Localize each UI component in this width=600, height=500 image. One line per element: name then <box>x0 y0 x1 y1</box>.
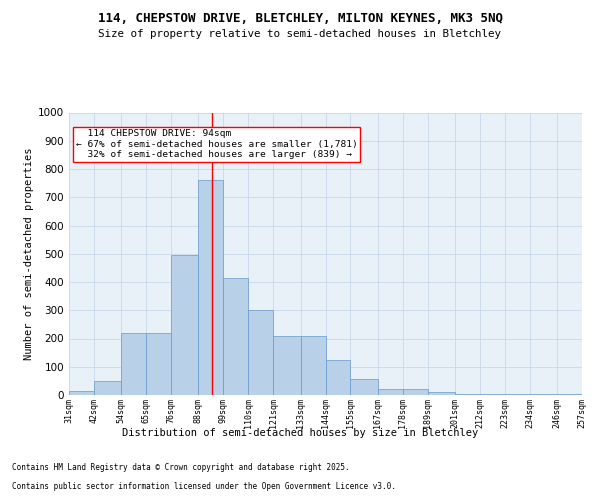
Bar <box>505 394 530 395</box>
Bar <box>480 394 505 395</box>
Bar <box>350 380 378 395</box>
Bar <box>273 336 301 395</box>
Bar <box>146 333 171 395</box>
Bar <box>325 360 350 395</box>
Bar <box>248 310 273 395</box>
Bar <box>455 394 480 395</box>
Bar <box>171 255 199 395</box>
Text: 114 CHEPSTOW DRIVE: 94sqm
← 67% of semi-detached houses are smaller (1,781)
  32: 114 CHEPSTOW DRIVE: 94sqm ← 67% of semi-… <box>76 130 358 160</box>
Bar <box>428 392 455 395</box>
Bar <box>530 394 557 395</box>
Bar <box>94 381 121 395</box>
Bar <box>378 390 403 395</box>
Text: Contains public sector information licensed under the Open Government Licence v3: Contains public sector information licen… <box>12 482 396 491</box>
Bar <box>199 180 223 395</box>
Bar <box>403 390 428 395</box>
Bar <box>121 333 146 395</box>
Text: 114, CHEPSTOW DRIVE, BLETCHLEY, MILTON KEYNES, MK3 5NQ: 114, CHEPSTOW DRIVE, BLETCHLEY, MILTON K… <box>97 12 503 26</box>
Text: Distribution of semi-detached houses by size in Bletchley: Distribution of semi-detached houses by … <box>122 428 478 438</box>
Bar <box>69 391 94 395</box>
Y-axis label: Number of semi-detached properties: Number of semi-detached properties <box>24 148 34 360</box>
Text: Size of property relative to semi-detached houses in Bletchley: Size of property relative to semi-detach… <box>98 29 502 39</box>
Bar <box>223 278 248 395</box>
Bar <box>557 394 582 395</box>
Text: Contains HM Land Registry data © Crown copyright and database right 2025.: Contains HM Land Registry data © Crown c… <box>12 464 350 472</box>
Bar <box>301 336 325 395</box>
